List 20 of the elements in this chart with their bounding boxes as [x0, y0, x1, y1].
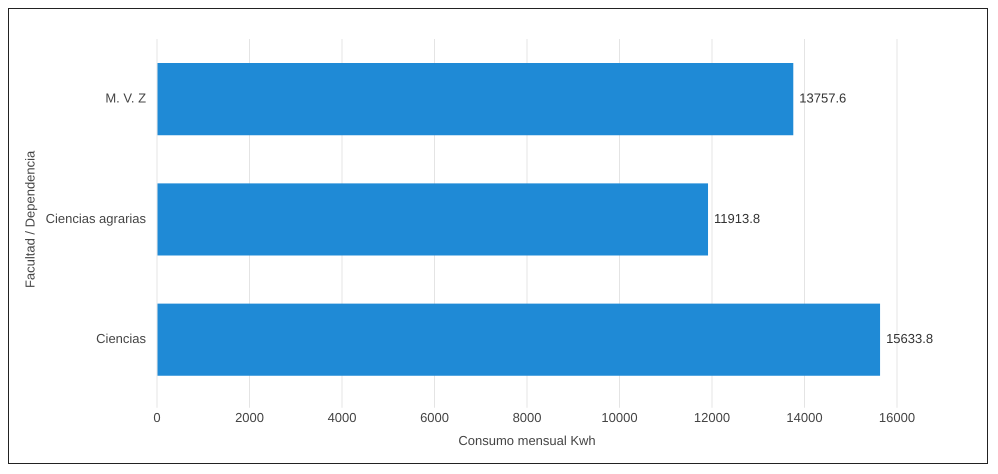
x-tick-label: 8000	[512, 410, 542, 426]
bar	[158, 183, 708, 256]
x-axis-title: Consumo mensual Kwh	[458, 432, 596, 448]
x-tick-label: 0	[153, 410, 161, 426]
data-label: 13757.6	[799, 90, 846, 106]
data-label: 11913.8	[714, 210, 760, 226]
bar	[158, 63, 794, 136]
data-label: 15633.8	[886, 331, 934, 346]
y-tick-label: Ciencias	[96, 331, 147, 346]
y-axis-title: Facultad / Dependencia	[22, 150, 38, 288]
x-tick-label: 12000	[694, 410, 730, 426]
y-tick-label: Ciencias agrarias	[46, 210, 147, 226]
x-tick-label: 2000	[235, 410, 264, 426]
x-tick-label: 14000	[786, 410, 823, 426]
bar	[158, 304, 880, 376]
y-tick-label: M. V. Z	[105, 90, 146, 106]
x-tick-label: 6000	[420, 410, 449, 426]
x-tick-label: 10000	[601, 410, 638, 426]
x-tick-label: 16000	[878, 410, 916, 426]
x-tick-label: 4000	[328, 410, 356, 426]
